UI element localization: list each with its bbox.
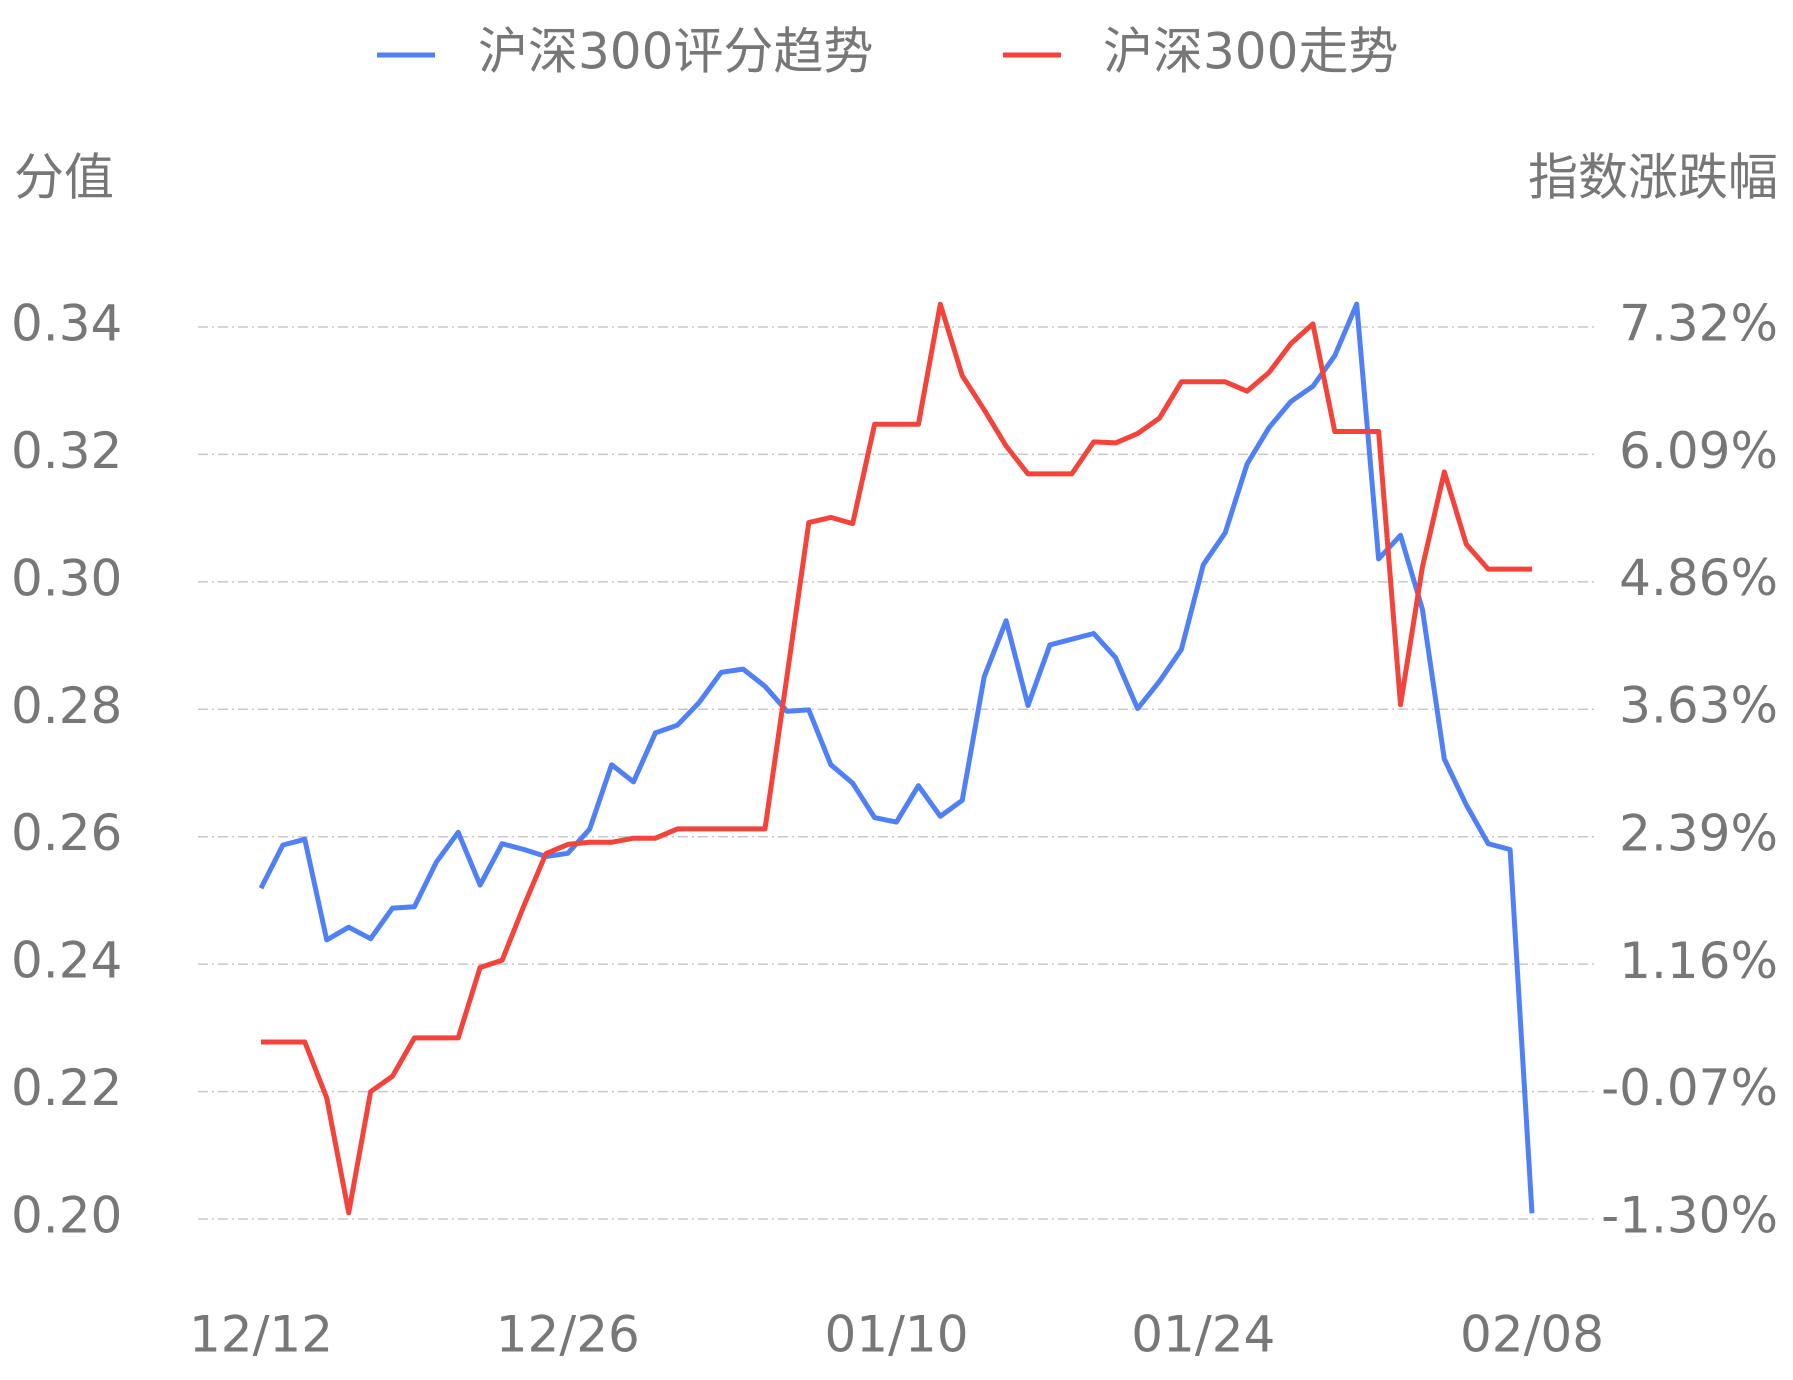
x-tick-label: 02/08 xyxy=(1460,1306,1604,1364)
y-tick-label: 0.26 xyxy=(11,804,122,862)
x-tick-label: 01/10 xyxy=(824,1306,968,1364)
y2-tick-label: 1.16% xyxy=(1619,932,1778,990)
series-line xyxy=(261,301,1532,1216)
y2-tick-label: 2.39% xyxy=(1619,805,1778,863)
y-tick-label: 0.28 xyxy=(11,677,122,735)
y2-tick-label: 4.86% xyxy=(1619,549,1778,607)
y2-tick-label: -1.30% xyxy=(1601,1187,1778,1245)
y2-tick-label: 6.09% xyxy=(1619,422,1778,480)
y-tick-label: 0.32 xyxy=(11,422,122,480)
legend-label: 沪深300评分趋势 xyxy=(478,23,873,81)
y-tick-label: 0.24 xyxy=(11,932,122,990)
y-tick-label: 0.34 xyxy=(11,295,122,353)
legend-label: 沪深300走势 xyxy=(1103,23,1398,81)
y2-tick-label: -0.07% xyxy=(1601,1059,1778,1117)
y-axis-label: 分值 xyxy=(14,149,114,207)
x-tick-label: 12/26 xyxy=(496,1306,640,1364)
x-tick-label: 01/24 xyxy=(1131,1306,1275,1364)
x-tick-label: 12/12 xyxy=(189,1306,333,1364)
y2-tick-label: 3.63% xyxy=(1619,676,1778,734)
series-line xyxy=(258,301,1535,1214)
y-tick-label: 0.30 xyxy=(11,549,122,607)
y-tick-label: 0.20 xyxy=(11,1187,122,1245)
y-tick-label: 0.22 xyxy=(11,1059,122,1117)
y2-axis-label: 指数涨跌幅 xyxy=(1528,149,1778,207)
y2-tick-label: 7.32% xyxy=(1619,295,1778,353)
